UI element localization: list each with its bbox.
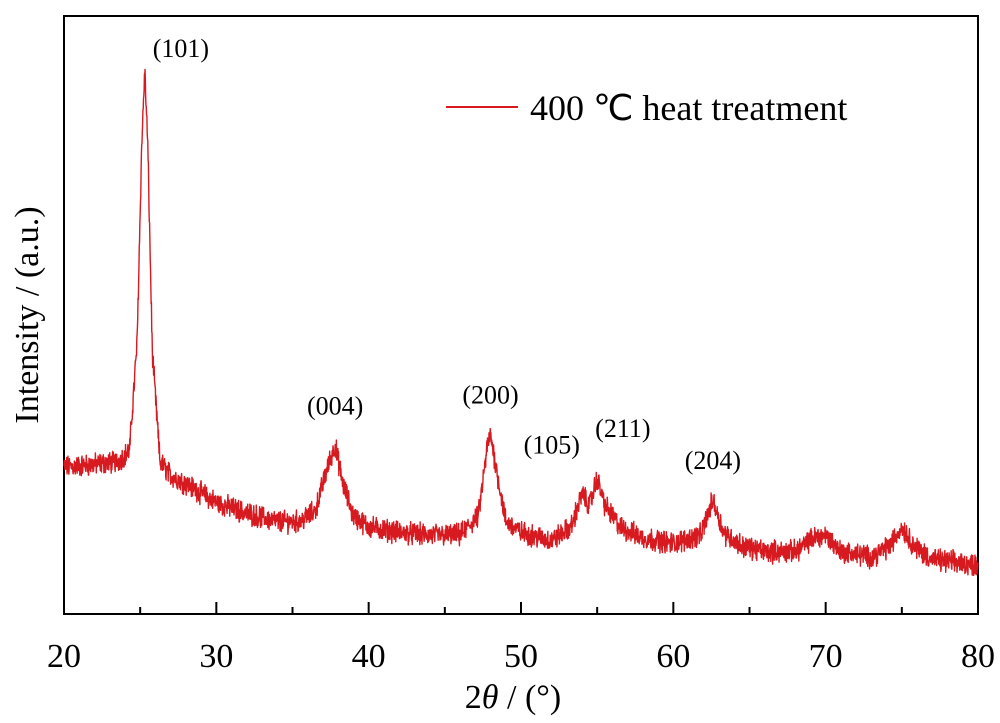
peak-label: (211): [595, 414, 650, 443]
x-tick-label: 80: [961, 638, 995, 675]
peak-label: (105): [524, 430, 580, 459]
series-line: [63, 68, 979, 577]
x-tick-label: 60: [656, 638, 690, 675]
series-layer: [63, 68, 979, 577]
x-axis-ticks: [63, 602, 979, 614]
peak-label: (004): [307, 391, 363, 420]
x-tick-label: 20: [47, 638, 81, 675]
peak-label: (200): [462, 381, 518, 410]
x-tick-label: 40: [352, 638, 386, 675]
x-tick-label: 70: [809, 638, 843, 675]
legend-label: 400 ℃ heat treatment: [530, 88, 847, 128]
y-axis-title: Intensity / (a.u.): [9, 206, 46, 423]
x-tick-label: 30: [199, 638, 233, 675]
legend: 400 ℃ heat treatment: [446, 88, 847, 128]
peak-labels: (101) (004) (200)(105) (211) (204): [153, 34, 741, 475]
peak-label: (204): [685, 446, 741, 475]
x-axis-title: 2θ / (°): [465, 679, 561, 716]
x-tick-label: 50: [504, 638, 538, 675]
peak-label: (101): [153, 34, 209, 63]
x-axis-tick-labels: 20 30 40 50 60 70 80: [47, 638, 995, 675]
